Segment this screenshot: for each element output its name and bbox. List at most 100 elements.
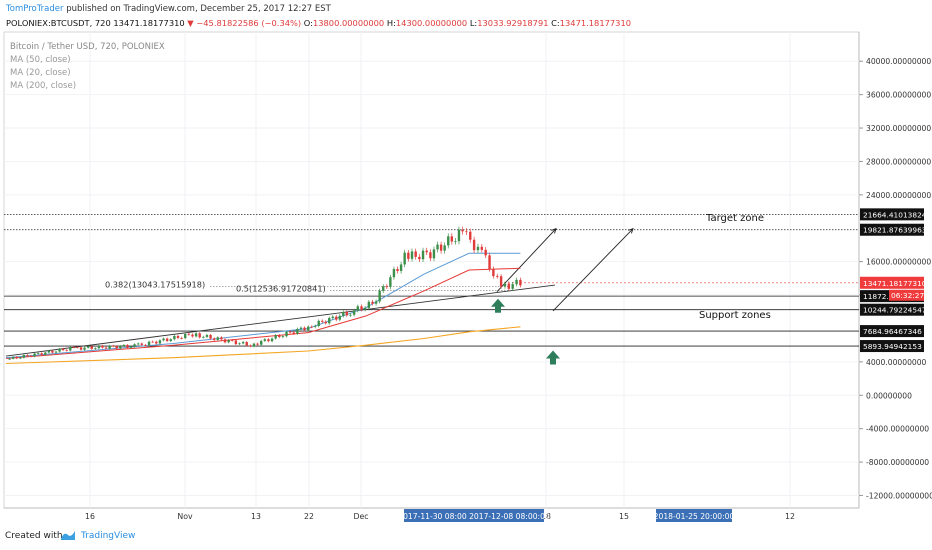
candle-body (97, 345, 101, 349)
candle-body (356, 306, 360, 311)
legend-ma50: MA (50, close) (10, 55, 71, 65)
candle-body (90, 346, 93, 349)
candle-body (267, 339, 270, 342)
projection-arrow-head (551, 227, 557, 234)
candle-body (285, 331, 288, 337)
candle-body (72, 347, 76, 349)
candle-body (469, 231, 472, 240)
candle-body (335, 316, 338, 320)
time-highlight-label: 2018-01-25 20:00:00 (654, 512, 735, 521)
candle-body (119, 346, 122, 349)
candle-body (205, 334, 209, 337)
candle-body (108, 345, 111, 349)
candle-body (162, 338, 165, 341)
candle-body (507, 283, 511, 289)
candle-body (227, 340, 230, 343)
candle-body (511, 284, 514, 289)
candle-body (86, 346, 90, 348)
high-value: 14300.00000000 (395, 18, 468, 28)
price-level-tag (860, 340, 924, 353)
high-label: H: (386, 18, 396, 28)
low-label: L: (469, 18, 478, 28)
candle-body (101, 345, 104, 348)
candle-body (425, 250, 428, 253)
candle-body (194, 333, 198, 337)
y-tick-label: 36000.00000000 (866, 91, 931, 100)
candle-body (36, 353, 40, 355)
support-zones-label: Support zones (699, 310, 771, 321)
candle-body (331, 316, 334, 318)
candle-body (371, 301, 374, 304)
candle-body (352, 310, 356, 315)
price-level-tag (860, 325, 924, 338)
candle-body (363, 307, 367, 310)
countdown-tag (889, 289, 924, 301)
price-level-tag-text: 21664.41013824 (863, 210, 927, 219)
x-tick-label: Nov (177, 512, 193, 521)
projection-arrow-line (552, 228, 634, 312)
candle-body (465, 231, 468, 233)
candle-body (307, 326, 310, 331)
candle-body (8, 358, 11, 360)
y-tick-label: -8000.00000000 (866, 458, 929, 467)
candle-body (147, 341, 151, 346)
price-chart[interactable]: Bitcoin / Tether USD, 720, POLONIEX MA (… (0, 0, 932, 522)
tradingview-brand-link[interactable]: TradingView (81, 531, 136, 541)
annotations: Bitcoin / Tether USD, 720, POLONIEX MA (… (10, 42, 771, 365)
candle-body (396, 269, 399, 271)
candle-body (133, 344, 136, 347)
candle-body (58, 348, 61, 352)
candle-body (274, 335, 277, 339)
fib-label: 0.382(13043.17515918) (105, 279, 205, 289)
green-up-arrow-icon (546, 350, 560, 365)
candle-body (79, 347, 83, 350)
candle-body (321, 320, 324, 322)
candle-body (115, 346, 118, 349)
footer: Created with TradingView (0, 522, 932, 550)
ma50-line (5, 252, 521, 359)
candle-body (176, 335, 180, 338)
symbol-label: POLONIEX:BTCUSDT, 720 (6, 18, 111, 28)
candles (8, 226, 522, 361)
published-text: published on TradingView.com, December 2… (66, 4, 331, 14)
candle-body (180, 337, 183, 339)
chart-pane[interactable] (3, 31, 860, 509)
current-price-tag (860, 276, 924, 289)
candle-body (410, 251, 414, 259)
author-link[interactable]: TomProTrader (6, 4, 64, 14)
candle-body (231, 340, 234, 342)
ohlc-bar: POLONIEX:BTCUSDT, 720 13471.18177310 ▼ −… (6, 18, 631, 28)
open-value: 13800.00000000 (312, 18, 385, 28)
candle-body (317, 320, 320, 326)
candle-body (26, 355, 29, 356)
created-with-text: Created with (5, 531, 63, 541)
candle-body (155, 341, 158, 344)
candle-body (436, 244, 439, 250)
close-label: C: (551, 18, 560, 28)
down-triangle-icon: ▼ (187, 18, 194, 28)
trendlines (5, 227, 634, 357)
candle-body (439, 244, 443, 251)
candle-body (126, 345, 129, 348)
candle-body (324, 321, 327, 324)
candle-body (151, 341, 154, 343)
candle-body (499, 276, 503, 287)
candle-body (414, 251, 417, 257)
price-level-tag-text: 7684.96467346 (863, 327, 922, 336)
candle-body (515, 279, 518, 285)
legend-ma20: MA (20, close) (10, 68, 71, 78)
x-tick-label: 15 (619, 512, 629, 521)
candle-body (220, 337, 223, 340)
y-tick-label: 40000.00000000 (866, 57, 931, 66)
candle-body (374, 301, 378, 304)
candle-body (15, 356, 18, 359)
candle-body (187, 333, 191, 335)
candle-body (492, 268, 495, 277)
y-tick-label: 16000.00000000 (866, 258, 931, 267)
candle-body (472, 239, 476, 251)
candle-body (158, 340, 162, 344)
time-highlight-box (404, 509, 544, 522)
close-value: 13471.18177310 (559, 18, 631, 28)
candle-body (399, 264, 403, 271)
candle-body (191, 334, 194, 337)
